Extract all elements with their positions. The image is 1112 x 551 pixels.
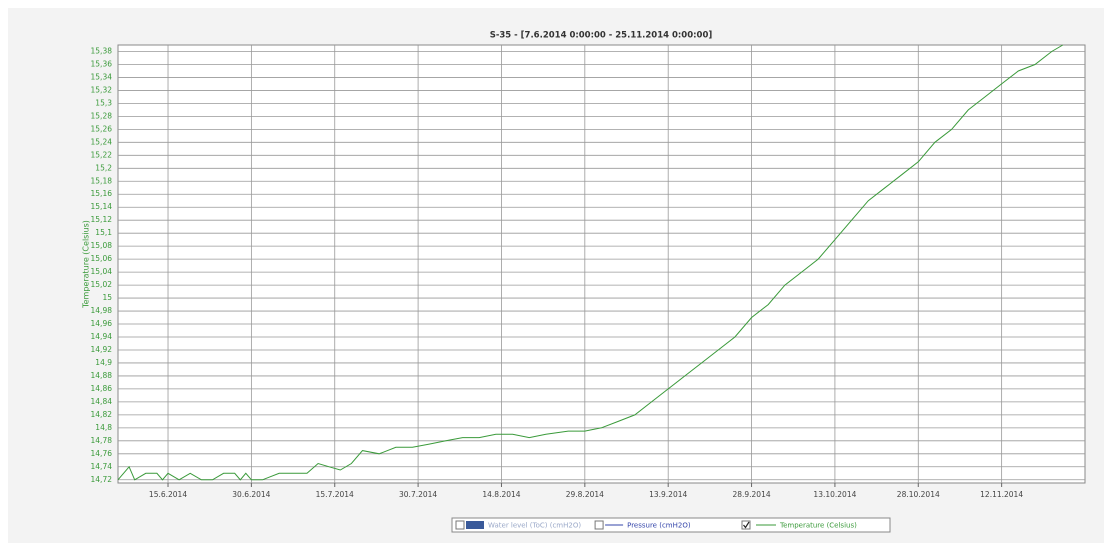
line-series [117, 44, 1064, 481]
x-tick-label: 15.7.2014 [316, 490, 354, 499]
y-tick-label: 15,28 [91, 111, 113, 120]
legend-swatch [466, 521, 484, 529]
y-tick-label: 15,38 [91, 46, 113, 55]
y-tick-label: 15,18 [91, 176, 113, 185]
y-tick-label: 14,76 [91, 449, 113, 458]
y-axis-label: Temperature (Celsius) [82, 220, 91, 309]
y-tick-label: 15,14 [91, 202, 113, 211]
legend [451, 517, 891, 533]
y-tick-label: 14,82 [91, 410, 113, 419]
legend-checkbox [455, 520, 465, 530]
x-tick-label: 28.10.2014 [897, 490, 940, 499]
y-tick-label: 15,32 [91, 85, 113, 94]
y-tick-label: 15,04 [91, 267, 113, 276]
y-tick-label: 14,92 [91, 345, 113, 354]
y-tick-label: 15,26 [91, 124, 113, 133]
y-tick-label: 15,08 [91, 241, 113, 250]
plot-area [117, 44, 1086, 484]
y-tick-label: 14,74 [91, 462, 113, 471]
y-tick-label: 14,94 [91, 332, 113, 341]
legend-label: Temperature (Celsius) [779, 522, 857, 530]
x-tick-label: 13.9.2014 [649, 490, 687, 499]
y-tick-label: 14,96 [91, 319, 113, 328]
y-tick-label: 15,16 [91, 189, 113, 198]
y-tick-label: 14,72 [91, 475, 113, 484]
y-tick-label: 14,9 [95, 358, 112, 367]
y-tick-label: 15,12 [91, 215, 113, 224]
x-tick-label: 12.11.2014 [980, 490, 1023, 499]
y-tick-label: 15,02 [91, 280, 113, 289]
y-tick-label: 15,36 [91, 59, 113, 68]
x-tick-label: 29.8.2014 [566, 490, 604, 499]
x-tick-label: 15.6.2014 [149, 490, 187, 499]
y-tick-label: 15,2 [95, 163, 112, 172]
y-tick-label: 14,78 [91, 436, 113, 445]
y-tick-label: 14,88 [91, 371, 113, 380]
x-tick-label: 30.7.2014 [399, 490, 437, 499]
y-tick-label: 15,24 [91, 137, 113, 146]
legend-check [743, 521, 750, 529]
y-tick-label: 14,8 [95, 423, 112, 432]
y-tick-label: 15,22 [91, 150, 113, 159]
y-tick-label: 15,3 [95, 98, 112, 107]
x-tick-label: 30.6.2014 [232, 490, 270, 499]
y-tick-label: 14,98 [91, 306, 113, 315]
y-tick-label: 14,84 [91, 397, 113, 406]
x-tick-label: 14.8.2014 [482, 490, 520, 499]
chart-title: S-35 - [7.6.2014 0:00:00 - 25.11.2014 0:… [490, 31, 713, 41]
y-tick-label: 14,86 [91, 384, 113, 393]
y-tick-label: 15,06 [91, 254, 113, 263]
legend-label: Water level (ToC) (cmH2O) [488, 522, 581, 530]
legend-checkbox [594, 520, 604, 530]
legend-checkbox [741, 520, 751, 530]
x-tick-label: 28.9.2014 [732, 490, 770, 499]
legend-label: Pressure (cmH2O) [627, 522, 691, 530]
x-tick-label: 13.10.2014 [813, 490, 856, 499]
y-tick-label: 15 [102, 293, 112, 302]
y-tick-label: 15,34 [91, 72, 113, 81]
y-tick-label: 15,1 [95, 228, 112, 237]
